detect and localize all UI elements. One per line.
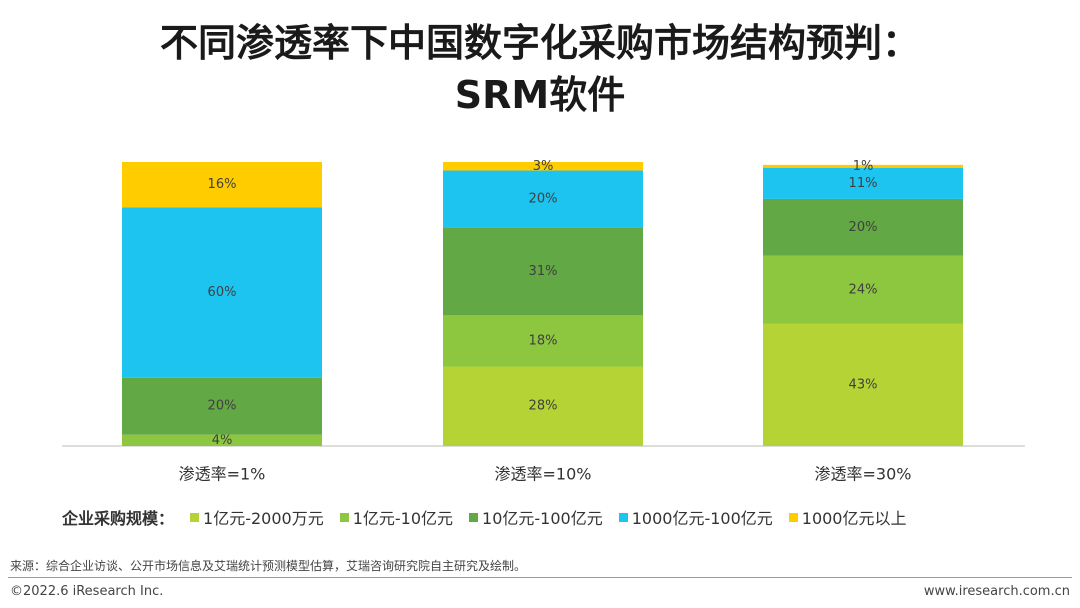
legend-item-0: 1亿元-2000万元 bbox=[190, 505, 324, 529]
category-label-2: 渗透率=30% bbox=[815, 465, 912, 484]
data-label-c2-s3: 11% bbox=[849, 176, 878, 191]
legend-item-3: 1000亿元-100亿元 bbox=[618, 505, 773, 529]
data-label-c0-s1: 4% bbox=[212, 433, 233, 448]
bar-segment-c1-s2 bbox=[443, 227, 643, 316]
bar-segment-c0-s1 bbox=[122, 434, 322, 446]
legend-swatch-2 bbox=[469, 512, 479, 522]
legend-label-2: 10亿元-100亿元 bbox=[482, 509, 603, 528]
chart-title-line-1: 不同渗透率下中国数字化采购市场结构预判： bbox=[159, 21, 920, 65]
bar-segment-c0-s2 bbox=[122, 377, 322, 435]
bar-segment-c2-s3 bbox=[763, 167, 963, 199]
copyright-text: ©2022.6 iResearch Inc. bbox=[10, 584, 164, 599]
legend-swatch-0 bbox=[190, 512, 200, 522]
legend-title: 企业采购规模： bbox=[62, 509, 175, 528]
data-label-c1-s2: 31% bbox=[529, 264, 558, 279]
data-label-c1-s1: 18% bbox=[529, 333, 558, 348]
legend-label-4: 1000亿元以上 bbox=[801, 509, 907, 528]
source-note: 来源：综合企业访谈、公开市场信息及艾瑞统计预测模型估算，艾瑞咨询研究院自主研究及… bbox=[10, 559, 527, 573]
data-label-c0-s4: 16% bbox=[208, 177, 237, 192]
stacked-bar-chart: 4% 20% 60% 16% 渗透率=1% 28% 18% 31% 20% 3% 渗透率=10% 43… bbox=[62, 159, 1025, 484]
data-label-c2-s0: 43% bbox=[849, 377, 878, 392]
data-label-c2-s1: 24% bbox=[849, 282, 878, 297]
bar-segment-c1-s0 bbox=[443, 366, 643, 446]
category-label-1: 渗透率=10% bbox=[495, 465, 592, 484]
legend-label-0: 1亿元-2000万元 bbox=[203, 509, 324, 528]
legend-item-1: 1亿元-10亿元 bbox=[339, 505, 454, 529]
legend-label-3: 1000亿元-100亿元 bbox=[631, 509, 773, 528]
legend-item-4: 1000亿元以上 bbox=[788, 505, 907, 529]
legend-swatch-1 bbox=[339, 512, 349, 522]
footer-divider bbox=[8, 577, 1072, 578]
data-label-c1-s3: 20% bbox=[529, 191, 558, 206]
data-label-c1-s0: 28% bbox=[529, 399, 558, 414]
bar-segment-c0-s4 bbox=[122, 162, 322, 208]
bar-segment-c2-s2 bbox=[763, 198, 963, 256]
legend-label-1: 1亿元-10亿元 bbox=[352, 509, 454, 528]
bar-segment-c1-s4 bbox=[443, 162, 643, 171]
bar-segment-c1-s3 bbox=[443, 170, 643, 228]
chart-title-line-2: SRM软件 bbox=[454, 73, 626, 117]
bar-segment-c2-s4 bbox=[763, 164, 963, 168]
category-label-0: 渗透率=1% bbox=[179, 465, 266, 484]
legend: 企业采购规模： 1亿元-2000万元 1亿元-10亿元 10亿元-100亿元 1000… bbox=[62, 506, 923, 528]
data-label-c0-s3: 60% bbox=[208, 285, 237, 300]
data-label-c1-s4: 3% bbox=[533, 159, 554, 174]
bar-segment-c2-s1 bbox=[763, 255, 963, 324]
legend-swatch-3 bbox=[618, 512, 628, 522]
bar-segment-c1-s1 bbox=[443, 315, 643, 367]
website-text: www.iresearch.com.cn bbox=[923, 584, 1070, 599]
data-label-c2-s2: 20% bbox=[849, 220, 878, 235]
legend-swatch-4 bbox=[788, 512, 798, 522]
data-label-c2-s4: 1% bbox=[853, 159, 874, 174]
data-label-c0-s2: 20% bbox=[208, 399, 237, 414]
legend-item-2: 10亿元-100亿元 bbox=[469, 505, 603, 529]
bar-segment-c2-s0 bbox=[763, 323, 963, 446]
bar-segment-c0-s3 bbox=[122, 207, 322, 378]
